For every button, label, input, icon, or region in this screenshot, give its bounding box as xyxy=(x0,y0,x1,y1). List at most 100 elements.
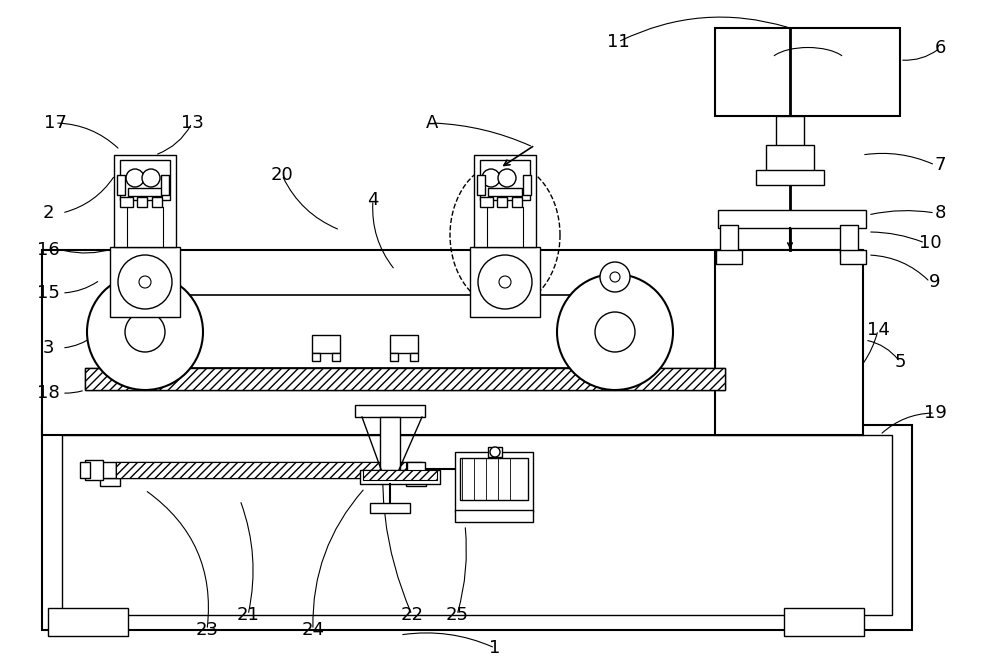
Bar xyxy=(80,462,90,478)
Text: 11: 11 xyxy=(607,33,629,51)
Text: 13: 13 xyxy=(181,114,203,132)
Text: 14: 14 xyxy=(867,321,889,339)
Text: 4: 4 xyxy=(367,191,379,209)
Bar xyxy=(488,447,502,457)
Bar xyxy=(137,197,147,207)
Text: 2: 2 xyxy=(42,204,54,222)
Text: 6: 6 xyxy=(934,39,946,57)
Text: 15: 15 xyxy=(37,284,59,302)
Bar xyxy=(370,503,410,513)
Bar xyxy=(460,458,528,500)
Text: 18: 18 xyxy=(37,384,59,402)
Bar xyxy=(715,28,900,116)
Bar xyxy=(42,250,862,435)
Bar xyxy=(840,225,858,253)
Bar xyxy=(161,175,169,195)
Circle shape xyxy=(87,274,203,390)
Bar xyxy=(766,145,814,173)
Bar xyxy=(716,250,742,264)
Circle shape xyxy=(499,276,511,288)
Bar xyxy=(152,197,162,207)
Circle shape xyxy=(498,169,516,187)
Bar xyxy=(110,247,180,317)
Bar xyxy=(380,417,400,472)
Bar xyxy=(407,462,425,476)
Circle shape xyxy=(478,255,532,309)
Bar xyxy=(474,155,536,247)
Text: 7: 7 xyxy=(934,156,946,174)
Bar xyxy=(42,425,912,630)
Circle shape xyxy=(490,447,500,457)
Circle shape xyxy=(139,276,151,288)
Bar xyxy=(116,462,406,478)
Circle shape xyxy=(125,312,165,352)
Text: 24: 24 xyxy=(302,621,325,639)
Bar xyxy=(776,116,804,171)
Text: 23: 23 xyxy=(196,621,219,639)
Text: 16: 16 xyxy=(37,241,59,259)
Bar xyxy=(488,188,522,196)
Text: 17: 17 xyxy=(44,114,66,132)
Bar xyxy=(477,175,485,195)
Circle shape xyxy=(142,169,160,187)
Bar xyxy=(455,510,533,522)
Bar xyxy=(390,353,398,361)
Bar xyxy=(332,353,340,361)
Bar xyxy=(85,460,103,480)
Bar xyxy=(715,250,863,435)
Bar xyxy=(100,462,116,478)
Bar xyxy=(840,250,866,264)
Bar xyxy=(312,353,320,361)
Bar xyxy=(48,608,128,636)
Circle shape xyxy=(130,262,160,292)
Bar xyxy=(480,160,530,200)
Text: 3: 3 xyxy=(42,339,54,357)
Text: 25: 25 xyxy=(446,606,469,624)
Circle shape xyxy=(557,274,673,390)
Bar xyxy=(497,197,507,207)
Bar xyxy=(116,462,406,478)
Circle shape xyxy=(610,272,620,282)
Bar xyxy=(512,197,522,207)
Bar xyxy=(117,175,125,195)
Bar xyxy=(128,188,162,196)
Circle shape xyxy=(595,312,635,352)
Bar xyxy=(120,197,133,207)
Bar xyxy=(406,462,422,478)
Text: 21: 21 xyxy=(237,606,259,624)
Text: 20: 20 xyxy=(271,166,293,184)
Text: 8: 8 xyxy=(934,204,946,222)
Circle shape xyxy=(118,255,172,309)
Bar xyxy=(100,478,120,486)
Bar xyxy=(470,247,540,317)
Bar xyxy=(360,470,440,484)
Bar xyxy=(406,478,426,486)
Bar xyxy=(114,155,176,247)
Text: 22: 22 xyxy=(401,606,424,624)
Circle shape xyxy=(126,169,144,187)
Bar xyxy=(455,452,533,512)
Text: 9: 9 xyxy=(929,273,941,291)
Bar xyxy=(390,335,418,353)
Text: 5: 5 xyxy=(894,353,906,371)
Text: A: A xyxy=(426,114,438,132)
Bar xyxy=(784,608,864,636)
Bar xyxy=(120,160,170,200)
Bar xyxy=(523,175,531,195)
Text: 1: 1 xyxy=(489,639,501,657)
Bar xyxy=(85,368,725,390)
Bar xyxy=(85,368,725,390)
Bar xyxy=(718,210,866,228)
Circle shape xyxy=(140,272,150,282)
Bar xyxy=(363,470,437,480)
Text: 10: 10 xyxy=(919,234,941,252)
Bar xyxy=(355,405,425,417)
Bar xyxy=(756,170,824,185)
Bar xyxy=(480,197,493,207)
Bar xyxy=(410,353,418,361)
Circle shape xyxy=(482,169,500,187)
Text: 19: 19 xyxy=(924,404,946,422)
Bar xyxy=(62,435,892,615)
Circle shape xyxy=(600,262,630,292)
Bar xyxy=(720,225,738,253)
